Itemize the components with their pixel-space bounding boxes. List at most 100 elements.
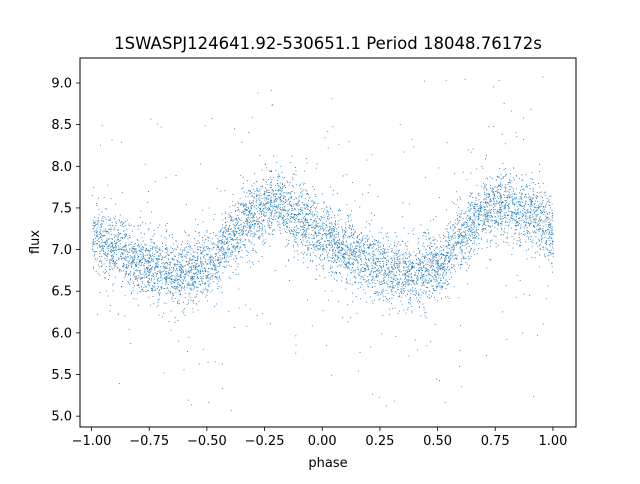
data-point	[175, 256, 176, 257]
data-point	[468, 245, 470, 247]
data-point	[135, 243, 136, 245]
data-point	[310, 260, 311, 261]
data-point	[298, 214, 299, 216]
data-point	[342, 255, 344, 257]
data-point	[367, 266, 368, 267]
data-point	[537, 238, 539, 240]
data-point	[191, 268, 192, 270]
data-point	[294, 214, 296, 215]
data-point	[423, 307, 425, 308]
data-point	[183, 230, 185, 232]
data-point	[237, 207, 239, 208]
data-point	[441, 264, 443, 266]
data-point	[170, 310, 172, 312]
data-point	[308, 233, 310, 235]
data-point	[411, 266, 413, 268]
data-point	[173, 268, 175, 270]
data-point	[448, 236, 449, 238]
data-point	[232, 205, 234, 206]
data-point	[400, 271, 402, 273]
data-point	[505, 225, 507, 227]
data-point	[412, 291, 414, 292]
data-point	[349, 248, 351, 250]
data-point	[157, 286, 159, 288]
data-point	[436, 378, 438, 380]
data-point	[243, 226, 244, 228]
data-point	[403, 273, 405, 275]
data-point	[545, 215, 547, 217]
data-point	[271, 222, 273, 224]
data-point	[307, 250, 309, 252]
data-point	[251, 208, 252, 210]
data-point	[113, 217, 115, 219]
data-point	[458, 220, 460, 222]
data-point	[228, 216, 230, 218]
data-point	[297, 228, 299, 230]
data-point	[235, 232, 237, 234]
data-point	[547, 217, 549, 219]
data-point	[210, 257, 212, 259]
data-point	[492, 191, 494, 193]
data-point	[302, 184, 304, 186]
data-point	[368, 259, 370, 261]
data-point	[176, 268, 177, 270]
data-point	[351, 252, 353, 254]
data-point	[448, 252, 449, 253]
data-point	[208, 271, 210, 273]
data-point	[109, 244, 111, 246]
data-point	[320, 227, 322, 229]
data-point	[454, 271, 456, 273]
data-point	[225, 256, 227, 258]
data-point	[132, 252, 133, 254]
data-point	[236, 231, 238, 232]
data-point	[387, 267, 389, 269]
data-point	[381, 258, 383, 260]
data-point	[478, 248, 479, 249]
data-point	[326, 224, 327, 226]
data-point	[134, 251, 136, 253]
data-point	[107, 245, 109, 247]
data-point	[413, 280, 415, 281]
data-point	[331, 232, 333, 234]
data-point	[200, 247, 201, 249]
data-point	[122, 237, 123, 239]
data-point	[371, 241, 373, 243]
data-point	[350, 244, 352, 245]
data-point	[200, 252, 202, 254]
data-point	[316, 244, 318, 246]
data-point	[158, 291, 159, 293]
data-point	[276, 221, 278, 222]
data-point	[200, 252, 202, 254]
data-point	[373, 271, 375, 272]
data-point	[454, 235, 456, 237]
data-point	[96, 232, 98, 234]
data-point	[447, 247, 449, 249]
data-point	[474, 235, 475, 236]
data-point	[256, 231, 258, 233]
data-point	[376, 269, 378, 270]
data-point	[187, 283, 189, 285]
data-point	[460, 212, 462, 214]
data-point	[323, 215, 325, 217]
data-point	[240, 174, 242, 176]
data-point	[551, 217, 553, 219]
data-point	[138, 245, 140, 247]
data-point	[188, 244, 190, 246]
data-point	[274, 199, 276, 201]
data-point	[539, 203, 540, 205]
data-point	[444, 282, 446, 284]
data-point	[411, 289, 413, 291]
data-point	[429, 258, 430, 260]
data-point	[355, 296, 357, 297]
data-point	[398, 258, 400, 260]
data-point	[470, 256, 472, 258]
data-point	[136, 284, 138, 286]
data-point	[217, 271, 219, 273]
data-point	[181, 269, 183, 271]
data-point	[503, 177, 504, 179]
data-point	[306, 206, 308, 208]
data-point	[176, 272, 178, 274]
data-point	[183, 265, 185, 267]
data-point	[238, 218, 240, 220]
data-point	[452, 252, 454, 254]
